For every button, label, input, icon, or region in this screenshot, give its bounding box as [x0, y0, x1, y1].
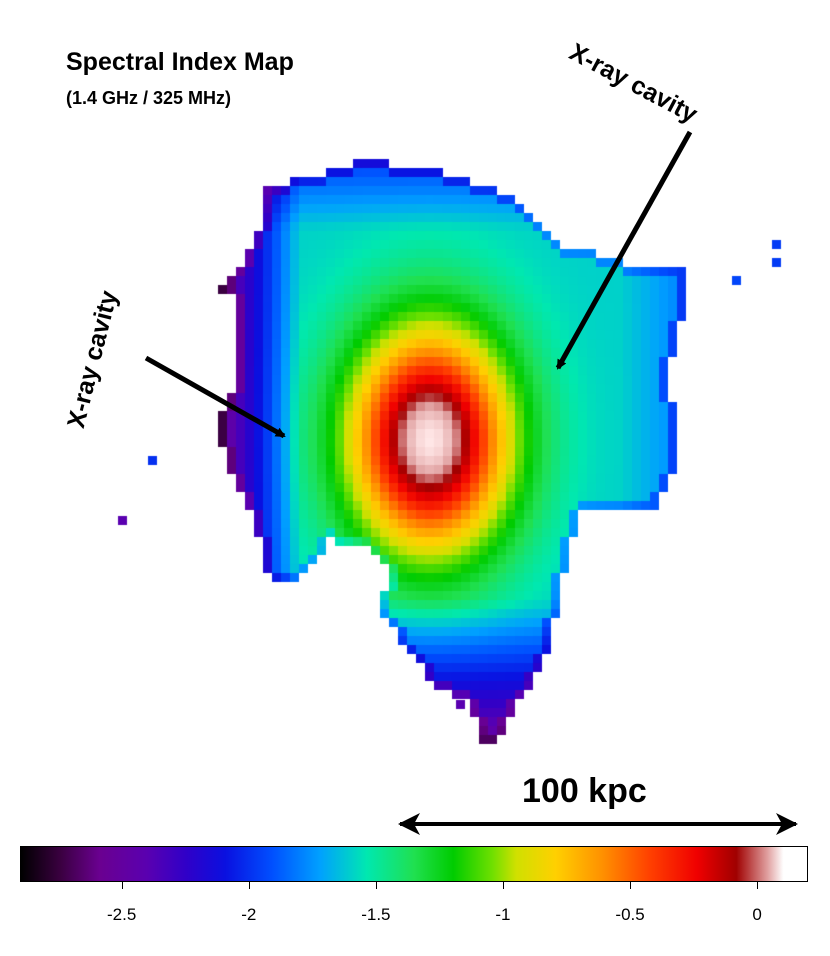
map-title: Spectral Index Map: [66, 48, 294, 76]
colorbar-tick-label: -2: [241, 905, 257, 924]
cavity-arrow-left: [144, 355, 286, 439]
colorbar-tick-mark: [248, 882, 250, 889]
colorbar-tick-mark: [121, 882, 123, 889]
colorbar-tick-mark: [375, 882, 377, 889]
colorbar-tick-label: -1.5: [361, 905, 391, 924]
colorbar-tick-mark: [757, 882, 759, 889]
colorbar-tick-mark: [630, 882, 632, 889]
colorbar-tick-label: -0.5: [615, 905, 645, 924]
colorbar: [20, 846, 808, 882]
colorbar-tick-label: -2.5: [107, 905, 137, 924]
colorbar-tick-mark: [502, 882, 504, 889]
colorbar-tick-label: -1: [495, 905, 511, 924]
cavity-arrow-right: [555, 130, 693, 370]
scale-bar-label: 100 kpc: [522, 772, 647, 810]
map-subtitle: (1.4 GHz / 325 MHz): [66, 88, 232, 108]
colorbar-tick-label: 0: [752, 905, 762, 924]
